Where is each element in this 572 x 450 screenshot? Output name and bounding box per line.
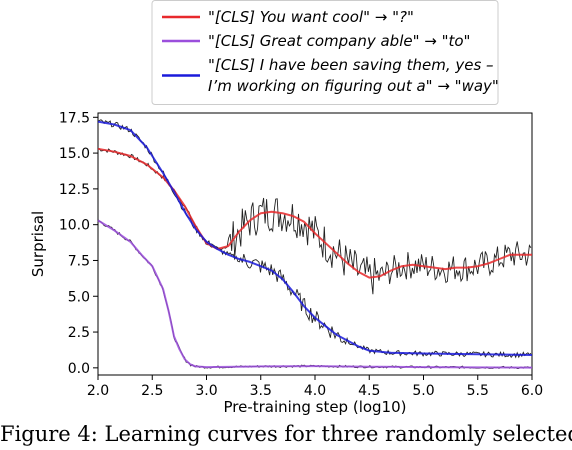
legend-label-2: "[CLS] Great company able" → "to" — [208, 32, 470, 50]
legend-label-3: I’m working on figuring out a" → "way" — [208, 77, 499, 95]
legend-label-3: "[CLS] I have been saving them, yes – — [208, 56, 494, 74]
y-tick-label: 2.5 — [68, 325, 90, 341]
figure-caption: Figure 4: Learning curves for three rand… — [0, 422, 572, 446]
x-tick-label: 2.5 — [141, 383, 163, 399]
x-tick-label: 3.5 — [250, 383, 272, 399]
y-tick-label: 15.0 — [59, 146, 90, 162]
chart-legend: "[CLS] You want cool" → "?" "[CLS] Great … — [151, 0, 499, 105]
y-tick-label: 5.0 — [68, 289, 90, 305]
y-tick-label: 7.5 — [68, 253, 90, 269]
series-line-3 — [97, 120, 533, 356]
legend-label-1: "[CLS] You want cool" → "?" — [208, 8, 414, 26]
x-tick-label: 2.0 — [87, 383, 109, 399]
x-tick-label: 4.5 — [358, 383, 380, 399]
series-line-1 — [97, 147, 532, 279]
x-tick-label: 6.0 — [521, 383, 543, 399]
x-tick-label: 5.0 — [412, 383, 434, 399]
y-tick-label: 0.0 — [68, 361, 90, 377]
x-axis-label: Pre-training step (log10) — [223, 398, 406, 416]
x-tick-label: 3.0 — [195, 383, 217, 399]
smoothed-series-layer — [97, 120, 533, 369]
y-axis-label: Surprisal — [29, 211, 47, 277]
y-tick-label: 10.0 — [59, 218, 90, 234]
y-tick-label: 17.5 — [59, 110, 90, 126]
plot-area: 2.0 2.5 3.0 3.5 4.0 4.5 5.0 5.5 6.0 0.0 2.5 5.0 7.5… — [59, 110, 543, 399]
legend-frame — [151, 0, 499, 105]
series-line-2 — [97, 219, 533, 369]
y-axis: 0.0 2.5 5.0 7.5 10.0 12.5 15.0 17.5 — [59, 110, 98, 377]
y-tick-label: 12.5 — [59, 182, 90, 198]
x-tick-label: 4.0 — [304, 383, 326, 399]
x-tick-label: 5.5 — [467, 383, 489, 399]
x-axis: 2.0 2.5 3.0 3.5 4.0 4.5 5.0 5.5 6.0 — [87, 375, 543, 399]
